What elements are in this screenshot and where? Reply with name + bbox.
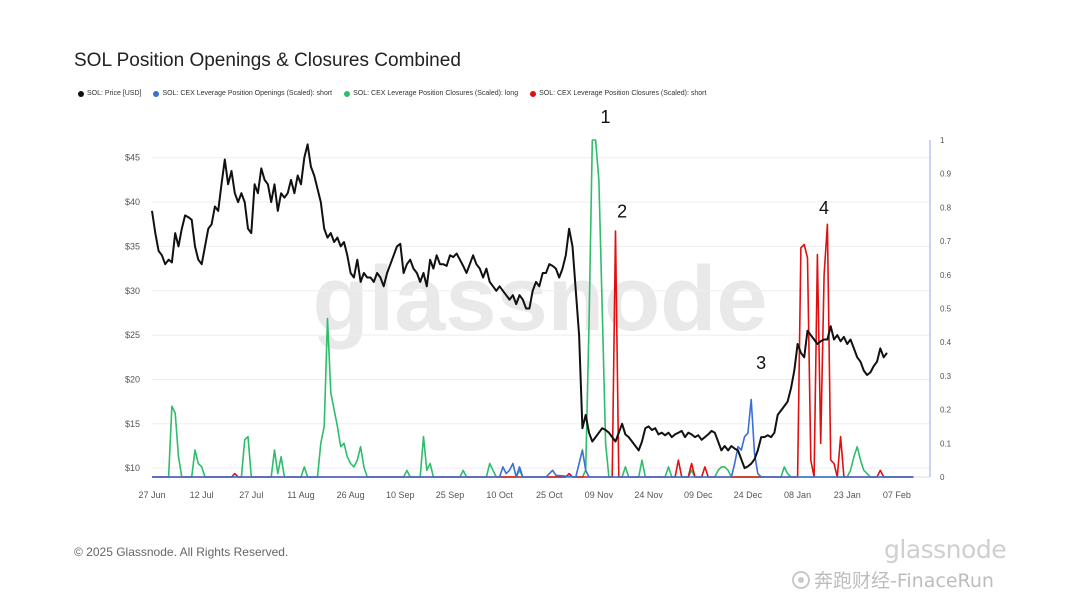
legend-item-closures-long[interactable]: SOL: CEX Leverage Position Closures (Sca… [344,90,518,97]
x-tick-label: 12 Jul [190,490,214,500]
annotation-label-3: 3 [756,353,766,373]
y-right-tick-label: 0.3 [940,372,952,381]
annotation-label-2: 2 [617,202,627,222]
x-tick-label: 27 Jun [138,490,165,500]
legend-item-price[interactable]: SOL: Price [USD] [78,90,141,97]
x-tick-label: 08 Jan [784,490,811,500]
x-tick-label: 09 Nov [585,490,614,500]
x-tick-label: 10 Oct [486,490,513,500]
series-line-2 [152,139,914,478]
y-right-tick-label: 0.4 [940,338,952,347]
y-right-tick-label: 0 [940,473,945,482]
y-right-tick-label: 0.9 [940,170,952,179]
x-tick-label: 24 Nov [634,490,663,500]
y-left-tick-label: $30 [125,286,140,296]
watermark-text: glassnode [312,248,767,350]
legend-label-closures-short: SOL: CEX Leverage Position Closures (Sca… [539,90,707,97]
x-tick-label: 10 Sep [386,490,415,500]
annotation-label-4: 4 [819,198,829,218]
legend-item-openings-short[interactable]: SOL: CEX Leverage Position Openings (Sca… [153,90,332,97]
legend-label-closures-long: SOL: CEX Leverage Position Closures (Sca… [353,90,519,97]
annotation-label-1: 1 [601,107,611,127]
legend-swatch-closures-short [530,90,537,97]
source-tag: 奔跑财经-FinaceRun [792,566,994,593]
y-right-tick-label: 0.2 [940,406,952,415]
legend-swatch-openings-short [153,90,160,97]
legend-swatch-price [78,90,84,97]
copyright-text: © 2025 Glassnode. All Rights Reserved. [74,545,289,559]
weibo-icon [792,570,810,589]
x-tick-label: 24 Dec [734,490,763,500]
x-tick-label: 25 Sep [436,490,465,500]
y-right-tick-label: 1 [940,136,945,145]
y-right-tick-label: 0.6 [940,271,952,280]
y-left-tick-label: $35 [125,241,140,251]
y-right-tick-label: 0.8 [940,203,952,212]
x-tick-label: 23 Jan [834,490,861,500]
chart-legend: SOL: Price [USD] SOL: CEX Leverage Posit… [78,90,706,97]
legend-item-closures-short[interactable]: SOL: CEX Leverage Position Closures (Sca… [530,90,706,97]
x-tick-label: 26 Aug [337,490,365,500]
legend-label-price: SOL: Price [USD] [87,90,142,97]
series-line-0 [151,143,888,470]
y-left-tick-label: $25 [125,330,140,340]
y-right-tick-label: 0.1 [940,439,952,448]
y-left-tick-label: $45 [125,153,140,163]
legend-label-openings-short: SOL: CEX Leverage Position Openings (Sca… [162,90,333,97]
x-tick-label: 25 Oct [536,490,563,500]
y-left-tick-label: $20 [125,374,140,384]
y-right-tick-label: 0.7 [940,237,952,246]
legend-swatch-closures-long [344,90,351,97]
x-tick-label: 07 Feb [883,490,911,500]
glassnode-logo: glassnode [884,535,1007,564]
x-tick-label: 09 Dec [684,490,713,500]
x-tick-label: 27 Jul [239,490,263,500]
y-right-tick-label: 0.5 [940,305,952,314]
y-left-tick-label: $15 [125,419,140,429]
y-left-tick-label: $40 [125,197,140,207]
series-line-1 [152,398,914,478]
y-left-tick-label: $10 [125,463,140,473]
series-line-3 [152,223,914,478]
source-tag-label: 奔跑财经-FinaceRun [814,570,994,592]
x-tick-label: 11 Aug [287,490,314,500]
chart-title: SOL Position Openings & Closures Combine… [74,50,461,71]
